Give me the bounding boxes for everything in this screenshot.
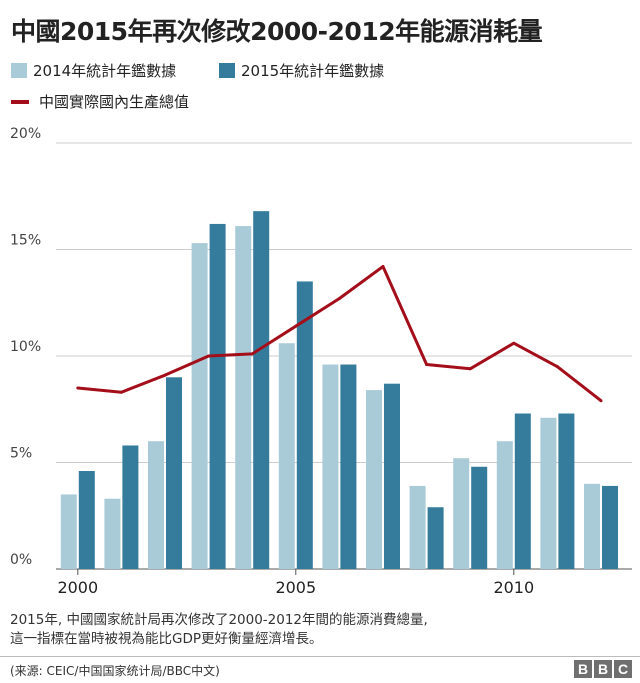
gdp-point bbox=[76, 386, 80, 390]
bar-2014 bbox=[148, 441, 164, 569]
gdp-point bbox=[468, 367, 472, 371]
legend-label-2015: 2015年統計年鑑數據 bbox=[241, 62, 385, 80]
bar-2015 bbox=[427, 507, 444, 569]
gdp-point bbox=[294, 324, 298, 328]
gdp-point bbox=[425, 363, 429, 367]
bar-2014 bbox=[584, 483, 600, 569]
bar-2014 bbox=[322, 364, 339, 569]
bbc-logo: B B C bbox=[574, 660, 632, 678]
bar-2015 bbox=[122, 445, 139, 569]
bar-2015 bbox=[209, 223, 226, 569]
legend-swatch-2014 bbox=[11, 63, 27, 78]
legend-label-gdp: 中國實際國內生產總值 bbox=[39, 93, 190, 111]
bbc-logo-letter-1: B bbox=[574, 660, 592, 678]
gdp-point bbox=[381, 265, 385, 269]
bar-2014 bbox=[366, 390, 382, 569]
y-tick-label: 5% bbox=[10, 446, 32, 462]
legend-label-2014: 2014年統計年鑑數據 bbox=[33, 62, 177, 80]
bar-2014 bbox=[540, 417, 557, 569]
bar-2014 bbox=[60, 494, 77, 569]
gdp-point bbox=[599, 399, 603, 403]
bbc-logo-letter-2: B bbox=[594, 660, 612, 678]
bar-2015 bbox=[296, 281, 313, 569]
bar-2014 bbox=[278, 343, 295, 569]
source-credit: (来源: CEIC/中国国家统计局/BBC中文) bbox=[10, 664, 220, 678]
legend-item-2014: 2014年統計年鑑數據 bbox=[11, 60, 176, 81]
chart-canvas: 0% 5% 10% 15% 20% 2000 2005 2010 bbox=[10, 126, 632, 597]
footnote-line-1: 2015年, 中國國家統計局再次修改了2000-2012年間的能源消費總量, bbox=[10, 612, 428, 628]
gdp-point bbox=[250, 352, 254, 356]
y-tick-label: 10% bbox=[10, 339, 41, 355]
bar-2014 bbox=[235, 226, 252, 569]
bbc-logo-letter-3: C bbox=[614, 660, 632, 678]
gdp-point bbox=[555, 365, 559, 369]
y-tick-label: 20% bbox=[10, 126, 41, 142]
bar-2015 bbox=[514, 413, 531, 569]
bar-2014 bbox=[453, 458, 470, 569]
gdp-point bbox=[119, 390, 123, 394]
bar-2015 bbox=[558, 413, 575, 569]
bar-2015 bbox=[78, 471, 95, 569]
x-tick-label: 2000 bbox=[57, 578, 98, 597]
bar-2015 bbox=[602, 485, 618, 569]
bar-2015 bbox=[340, 364, 357, 569]
legend-swatch-gdp bbox=[11, 99, 29, 104]
bar-2014 bbox=[191, 243, 208, 570]
gdp-point bbox=[512, 341, 516, 345]
y-tick-label: 0% bbox=[10, 552, 32, 568]
bar-2014 bbox=[496, 441, 513, 569]
legend-swatch-2015 bbox=[219, 63, 235, 78]
footnote: 2015年, 中國國家統計局再次修改了2000-2012年間的能源消費總量, 這… bbox=[10, 611, 428, 649]
bar-2014 bbox=[409, 485, 426, 569]
legend-item-gdp: 中國實際國內生產總值 bbox=[11, 91, 189, 112]
bar-2015 bbox=[471, 466, 488, 569]
x-tick-label: 2010 bbox=[493, 578, 534, 597]
bar-2014 bbox=[104, 498, 121, 569]
x-tick-label: 2005 bbox=[275, 578, 316, 597]
gdp-point bbox=[207, 354, 211, 358]
chart-title: 中國2015年再次修改2000-2012年能源消耗量 bbox=[11, 17, 543, 46]
bar-2015 bbox=[384, 383, 400, 569]
legend-item-2015: 2015年統計年鑑數據 bbox=[219, 60, 384, 81]
gdp-point bbox=[163, 373, 167, 377]
y-tick-label: 15% bbox=[10, 233, 41, 249]
bar-2015 bbox=[166, 377, 182, 569]
gdp-point bbox=[337, 296, 341, 300]
footer-divider bbox=[0, 656, 640, 657]
bar-2015 bbox=[253, 211, 270, 569]
gdp-line bbox=[77, 265, 602, 402]
footnote-line-2: 這一指標在當時被視為能比GDP更好衡量經濟增長。 bbox=[10, 631, 323, 647]
